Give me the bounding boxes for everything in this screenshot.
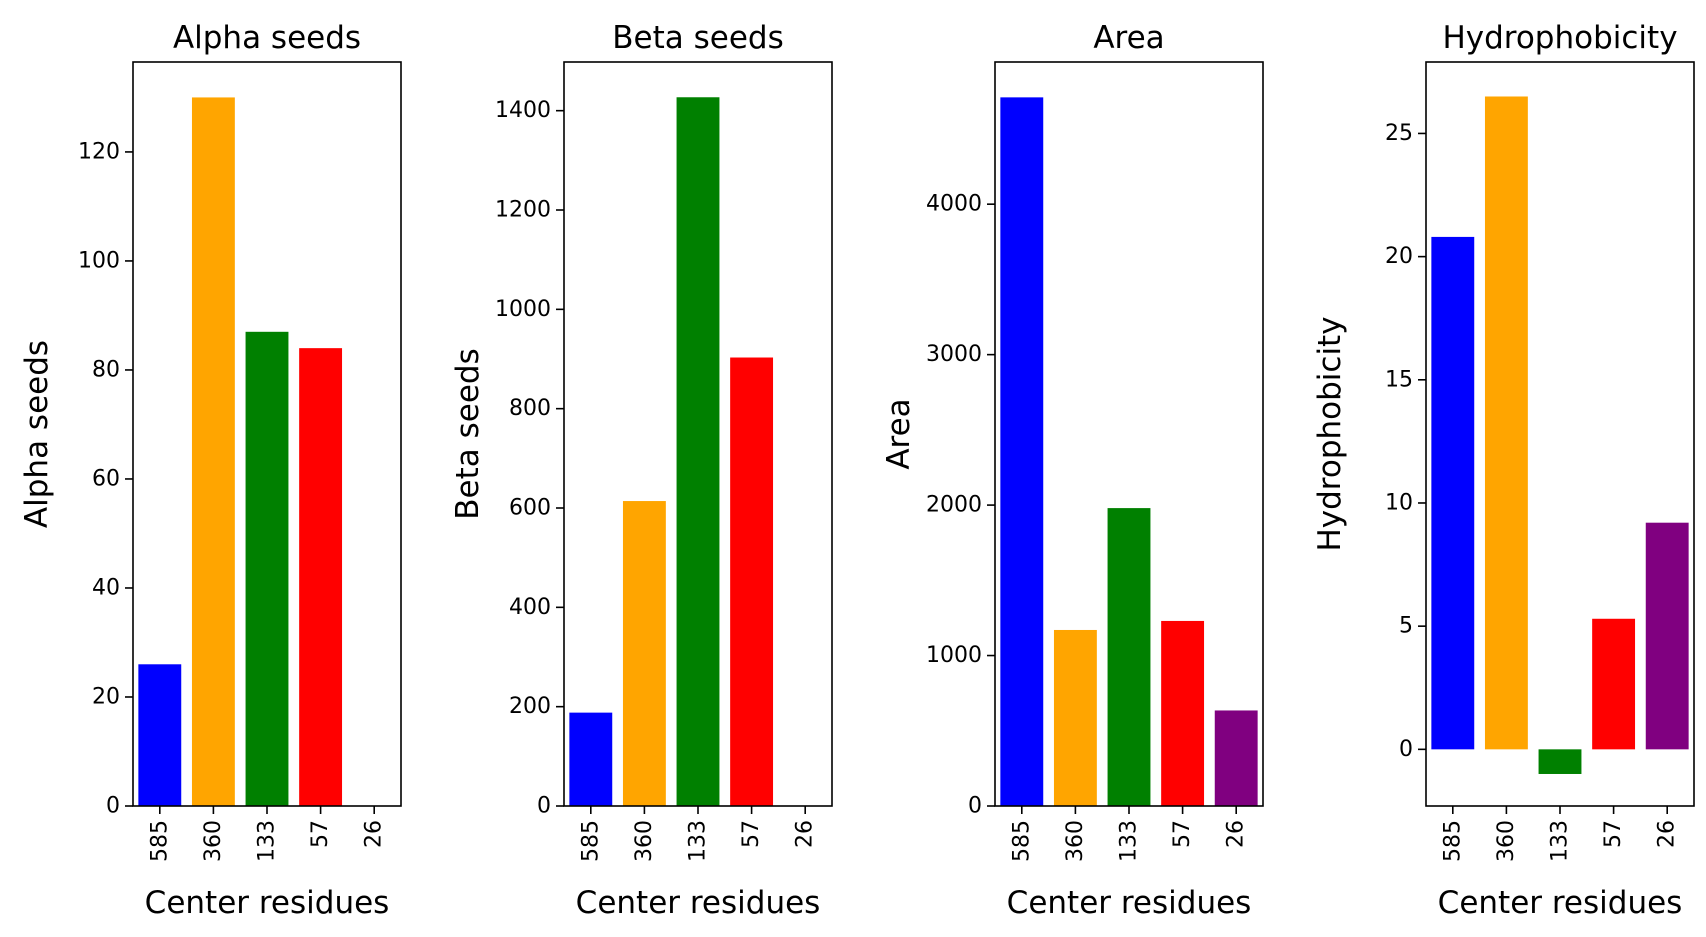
bar-585	[1431, 236, 1475, 750]
bar-585	[138, 664, 182, 806]
chart-panel-3: 0 5 10 15 20 25 585 360 133 57 26 Hydrophobicity Cen…	[1312, 20, 1695, 921]
x-axis-label: Center residues	[1438, 885, 1683, 921]
bar-585	[569, 712, 613, 806]
x-tick-label-57: 57	[1170, 820, 1195, 848]
y-tick-label: 80	[92, 357, 120, 382]
x-tick-label-133: 133	[1548, 820, 1573, 862]
y-tick-label: 600	[509, 496, 551, 521]
bar-57	[1161, 620, 1205, 806]
y-axis-label: Alpha seeds	[19, 340, 55, 528]
chart-panel-0: 0 20 40 60 80 100 120 585 360 133 57 26 Alpha seeds C…	[19, 20, 402, 921]
x-tick-label-585: 585	[578, 820, 603, 862]
bar-360	[1484, 96, 1528, 750]
x-tick-label-360: 360	[632, 820, 657, 862]
x-tick-label-360: 360	[201, 820, 226, 862]
bar-26	[1645, 522, 1689, 750]
y-tick-label: 100	[78, 248, 120, 273]
bar-133	[676, 97, 720, 806]
y-axis-label: Area	[881, 398, 917, 469]
y-tick-label: 40	[92, 575, 120, 600]
y-tick-label: 1000	[495, 297, 551, 322]
x-axis-label: Center residues	[1007, 885, 1252, 921]
y-tick-label: 0	[968, 794, 982, 819]
y-tick-label: 120	[78, 139, 120, 164]
y-tick-label: 1400	[495, 98, 551, 123]
x-tick-label-585: 585	[1009, 820, 1034, 862]
y-tick-label: 0	[106, 794, 120, 819]
x-tick-label-133: 133	[686, 820, 711, 862]
chart-panel-1: 0 200 400 600 800 1000 1200 1400 585 360 133 57 26 Be…	[450, 20, 833, 921]
bar-57	[299, 348, 343, 806]
y-tick-label: 20	[92, 684, 120, 709]
y-tick-label: 200	[509, 694, 551, 719]
y-tick-label: 400	[509, 595, 551, 620]
bar-133	[1538, 749, 1582, 774]
plot-frame	[563, 61, 833, 807]
y-tick-label: 20	[1385, 244, 1413, 269]
y-axis-label: Beta seeds	[450, 348, 486, 519]
x-axis-label: Center residues	[145, 885, 390, 921]
chart-title: Beta seeds	[612, 20, 783, 56]
plot-frame	[994, 61, 1264, 807]
x-tick-label-26: 26	[1224, 820, 1249, 848]
x-tick-label-26: 26	[793, 820, 818, 848]
y-tick-label: 800	[509, 396, 551, 421]
y-tick-label: 2000	[926, 493, 982, 518]
x-tick-label-585: 585	[1440, 820, 1465, 862]
x-tick-label-360: 360	[1063, 820, 1088, 862]
bar-360	[622, 501, 666, 806]
chart-title: Hydrophobicity	[1442, 20, 1677, 56]
bar-360	[191, 97, 235, 807]
bar-26	[1214, 710, 1258, 806]
x-axis-label: Center residues	[576, 885, 821, 921]
plot-frame	[1425, 61, 1695, 807]
bar-57	[1592, 618, 1636, 750]
bar-585	[1000, 97, 1044, 807]
x-tick-label-585: 585	[147, 820, 172, 862]
chart-panel-2: 0 1000 2000 3000 4000 585 360 133 57 26 Area Center…	[881, 20, 1264, 921]
y-tick-label: 3000	[926, 342, 982, 367]
y-tick-label: 0	[537, 794, 551, 819]
chart-title: Alpha seeds	[173, 20, 361, 56]
chart-title: Area	[1093, 20, 1164, 56]
bar-57	[730, 357, 774, 806]
y-tick-label: 15	[1385, 367, 1413, 392]
y-tick-label: 1000	[926, 643, 982, 668]
x-tick-label-133: 133	[1117, 820, 1142, 862]
x-tick-label-133: 133	[255, 820, 280, 862]
x-tick-label-360: 360	[1494, 820, 1519, 862]
bar-133	[245, 331, 289, 806]
y-tick-label: 60	[92, 466, 120, 491]
y-tick-label: 5	[1399, 614, 1413, 639]
x-tick-label-57: 57	[739, 820, 764, 848]
bar-133	[1107, 508, 1151, 806]
x-tick-label-57: 57	[308, 820, 333, 848]
y-tick-label: 0	[1399, 737, 1413, 762]
plot-frame	[132, 61, 402, 807]
y-axis-label: Hydrophobicity	[1312, 316, 1348, 551]
y-tick-label: 4000	[926, 192, 982, 217]
x-tick-label-26: 26	[1655, 820, 1680, 848]
x-tick-label-57: 57	[1601, 820, 1626, 848]
bar-360	[1053, 629, 1097, 806]
y-tick-label: 10	[1385, 490, 1413, 515]
y-tick-label: 1200	[495, 198, 551, 223]
x-tick-label-26: 26	[362, 820, 387, 848]
y-tick-label: 25	[1385, 121, 1413, 146]
